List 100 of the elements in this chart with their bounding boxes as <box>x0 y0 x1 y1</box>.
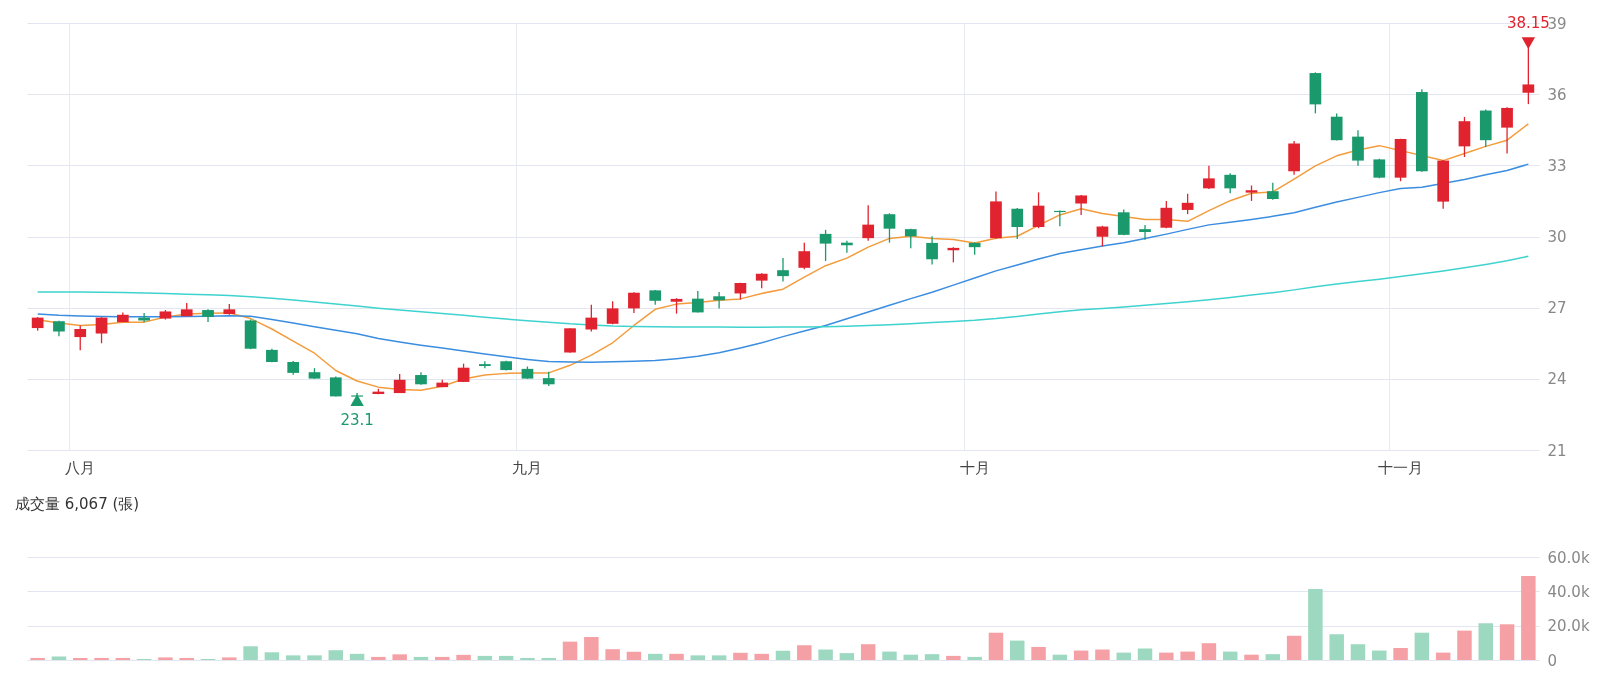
x-tick-label: 十一月 <box>1378 458 1424 477</box>
candlestick <box>1501 106 1513 155</box>
bar <box>690 655 706 660</box>
bar <box>541 657 556 660</box>
bar <box>392 654 407 660</box>
bar <box>669 653 684 660</box>
bar <box>158 657 173 660</box>
candlestick <box>713 291 725 310</box>
bar <box>1031 646 1046 660</box>
bar <box>1265 654 1281 660</box>
bar <box>882 651 897 660</box>
bar <box>797 645 812 660</box>
candlestick <box>457 363 470 383</box>
bar <box>1052 654 1068 660</box>
annotation: 38.15 <box>1506 14 1550 33</box>
candlestick <box>819 229 832 262</box>
bar <box>1308 589 1323 660</box>
bar <box>1201 643 1217 660</box>
line-series <box>36 163 1530 363</box>
y-tick-label: 36 <box>1547 85 1567 104</box>
bar <box>903 654 919 660</box>
candlestick <box>1117 208 1130 236</box>
bar <box>733 652 748 660</box>
bar <box>1222 651 1238 660</box>
candlestick <box>862 204 875 242</box>
bar <box>30 657 45 660</box>
line-series <box>36 255 1530 329</box>
bar <box>1499 624 1515 660</box>
bar <box>222 657 237 660</box>
bar <box>1435 652 1451 660</box>
candlestick <box>585 304 598 333</box>
chart-title: 成交量 6,067 (張) <box>15 495 140 513</box>
bar <box>73 657 88 660</box>
bar <box>1095 649 1110 660</box>
candlestick <box>1139 224 1151 241</box>
bar <box>818 649 833 660</box>
bar <box>988 632 1004 660</box>
bar <box>328 650 344 660</box>
y-tick-label: 20.0k <box>1547 617 1590 636</box>
bar <box>967 656 982 660</box>
y-tick-label: 27 <box>1547 299 1567 318</box>
bar <box>1010 640 1025 660</box>
bar <box>1457 630 1472 660</box>
bar <box>1073 650 1089 660</box>
annotation: 23.1 <box>340 411 374 430</box>
bar <box>839 653 855 660</box>
candlestick <box>1203 165 1215 190</box>
bar <box>1521 576 1536 660</box>
bar <box>1159 652 1174 660</box>
y-tick-label: 40.0k <box>1547 582 1590 601</box>
candlestick <box>1181 193 1194 215</box>
candlestick <box>74 324 87 352</box>
bar <box>1244 654 1259 660</box>
bar <box>924 654 940 660</box>
candlestick <box>777 257 789 283</box>
y-tick-label: 39 <box>1547 14 1567 33</box>
bar <box>520 657 535 660</box>
bar <box>285 655 301 660</box>
bar <box>477 655 493 660</box>
bar <box>243 646 258 660</box>
bar <box>115 657 131 660</box>
candlestick <box>628 291 640 314</box>
y-tick-label: 24 <box>1547 370 1567 389</box>
candlestick <box>1032 191 1045 229</box>
bar <box>1329 634 1344 660</box>
bar <box>94 657 109 660</box>
bar <box>647 653 663 660</box>
candlestick <box>926 235 938 266</box>
candlestick <box>1330 112 1343 142</box>
bar <box>413 656 429 660</box>
candlestick <box>1096 225 1109 247</box>
bar <box>860 644 876 660</box>
x-tick-label: 八月 <box>65 458 96 477</box>
candlestick <box>798 242 811 270</box>
y-tick-label: 30 <box>1547 228 1567 246</box>
bar <box>371 656 386 660</box>
bar <box>179 657 194 660</box>
y-tick-label: 33 <box>1547 156 1567 175</box>
candlestick <box>1352 129 1364 167</box>
y-tick-label: 60.0k <box>1547 548 1590 567</box>
y-tick-label: 21 <box>1547 441 1567 460</box>
bar <box>498 655 514 660</box>
x-tick-label: 九月 <box>512 458 543 477</box>
bar <box>307 655 322 660</box>
bar <box>946 655 961 660</box>
bar <box>1414 632 1430 660</box>
bar <box>754 653 769 660</box>
candlestick <box>479 360 491 369</box>
bar <box>1393 647 1408 660</box>
bar <box>1286 635 1302 660</box>
x-tick-label: 十月 <box>959 458 990 477</box>
bar <box>1350 644 1366 660</box>
bar <box>1116 652 1131 660</box>
bar <box>626 651 642 660</box>
bar <box>435 656 450 660</box>
candlestick <box>1160 200 1173 229</box>
bar <box>775 650 791 660</box>
bar <box>1180 651 1195 660</box>
y-tick-label: 0 <box>1547 651 1558 670</box>
bar <box>584 637 599 660</box>
